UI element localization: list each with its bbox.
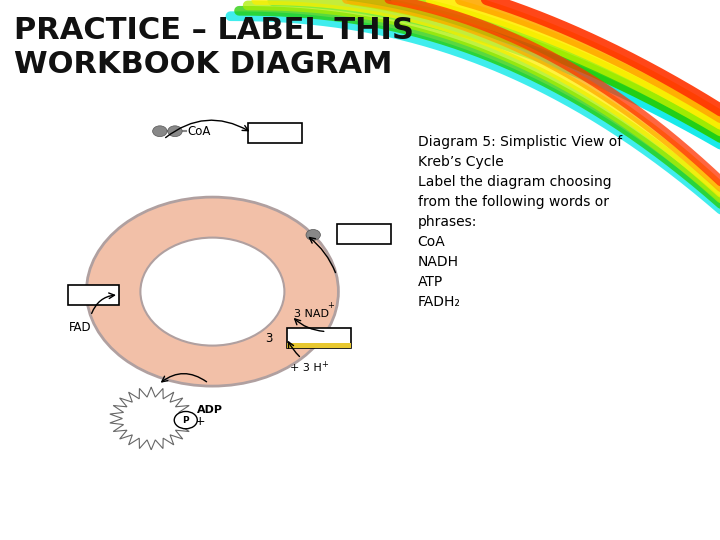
Bar bbox=[337, 224, 391, 244]
Polygon shape bbox=[110, 387, 192, 450]
Text: ADP: ADP bbox=[197, 406, 222, 415]
Text: FAD: FAD bbox=[68, 321, 91, 334]
Circle shape bbox=[174, 411, 197, 429]
Text: + 3 H: + 3 H bbox=[290, 363, 322, 374]
Text: CoA: CoA bbox=[187, 125, 210, 138]
Bar bbox=[287, 343, 351, 348]
Text: PRACTICE – LABEL THIS
WORKBOOK DIAGRAM: PRACTICE – LABEL THIS WORKBOOK DIAGRAM bbox=[14, 16, 414, 79]
Circle shape bbox=[86, 197, 338, 386]
Text: +: + bbox=[321, 360, 328, 369]
Text: Diagram 5: Simplistic View of
Kreb’s Cycle
Label the diagram choosing
from the f: Diagram 5: Simplistic View of Kreb’s Cyc… bbox=[418, 135, 622, 309]
Text: P: P bbox=[182, 416, 189, 424]
Bar bbox=[68, 285, 119, 305]
Circle shape bbox=[140, 238, 284, 346]
Circle shape bbox=[168, 126, 182, 137]
Bar bbox=[287, 328, 351, 348]
Circle shape bbox=[153, 126, 167, 137]
Text: +: + bbox=[327, 301, 334, 310]
Bar bbox=[248, 123, 302, 143]
Text: 3 NAD: 3 NAD bbox=[294, 309, 329, 319]
Circle shape bbox=[306, 230, 320, 240]
Text: +: + bbox=[194, 415, 205, 428]
Text: 3: 3 bbox=[265, 332, 272, 345]
